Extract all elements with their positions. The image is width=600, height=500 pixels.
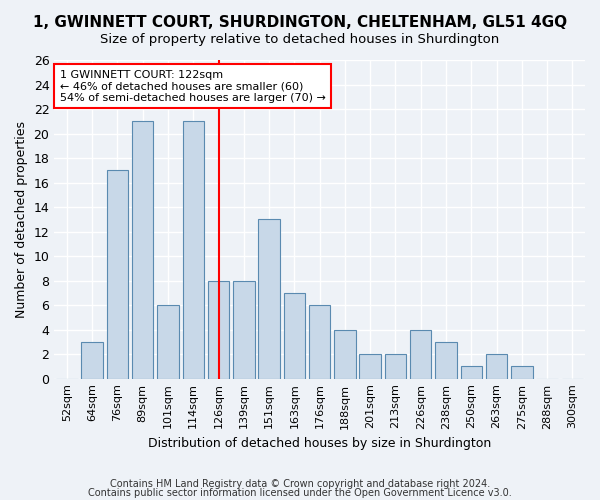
Bar <box>82 342 103 378</box>
Bar <box>233 280 254 378</box>
Bar <box>435 342 457 378</box>
Bar <box>208 280 229 378</box>
Bar <box>486 354 507 378</box>
Bar <box>359 354 381 378</box>
Bar <box>259 220 280 378</box>
Bar <box>157 305 179 378</box>
Bar <box>334 330 356 378</box>
Text: 1 GWINNETT COURT: 122sqm
← 46% of detached houses are smaller (60)
54% of semi-d: 1 GWINNETT COURT: 122sqm ← 46% of detach… <box>59 70 325 103</box>
Text: Contains HM Land Registry data © Crown copyright and database right 2024.: Contains HM Land Registry data © Crown c… <box>110 479 490 489</box>
Text: Size of property relative to detached houses in Shurdington: Size of property relative to detached ho… <box>100 32 500 46</box>
Bar <box>107 170 128 378</box>
Y-axis label: Number of detached properties: Number of detached properties <box>15 121 28 318</box>
Bar <box>461 366 482 378</box>
Bar <box>511 366 533 378</box>
Bar <box>182 122 204 378</box>
Bar <box>284 293 305 378</box>
Bar <box>132 122 154 378</box>
Bar <box>385 354 406 378</box>
X-axis label: Distribution of detached houses by size in Shurdington: Distribution of detached houses by size … <box>148 437 491 450</box>
Bar <box>309 305 331 378</box>
Bar <box>410 330 431 378</box>
Text: 1, GWINNETT COURT, SHURDINGTON, CHELTENHAM, GL51 4GQ: 1, GWINNETT COURT, SHURDINGTON, CHELTENH… <box>33 15 567 30</box>
Text: Contains public sector information licensed under the Open Government Licence v3: Contains public sector information licen… <box>88 488 512 498</box>
